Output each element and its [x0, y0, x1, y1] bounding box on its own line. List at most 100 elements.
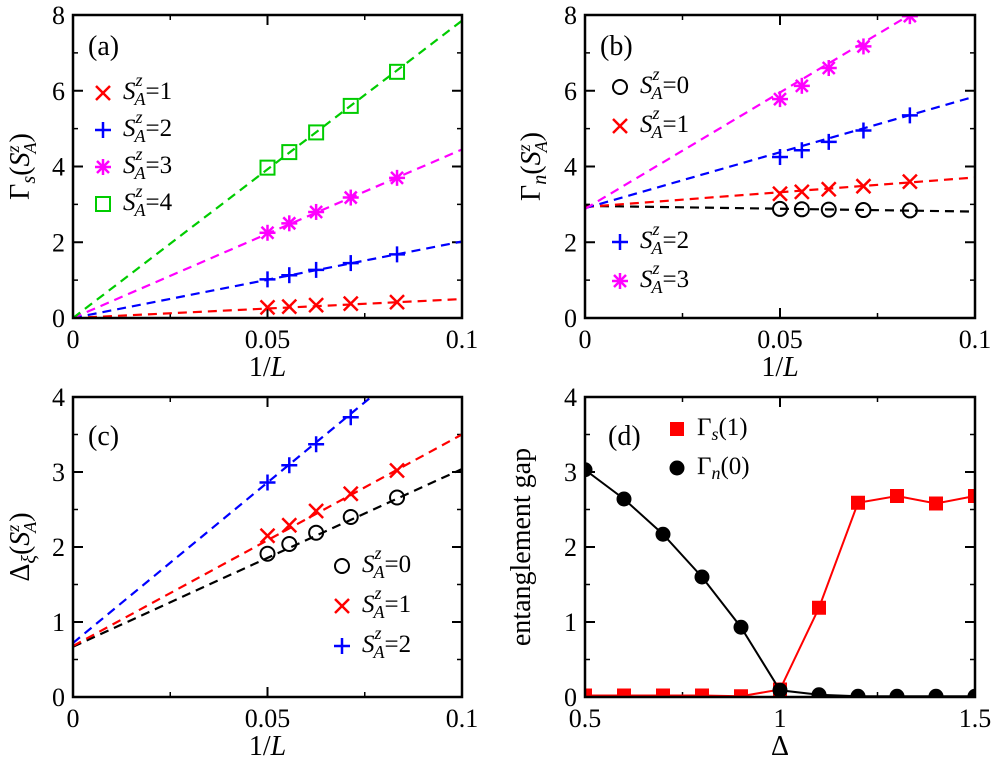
- y-axis-label: entanglement gap: [506, 448, 537, 646]
- data-point: [259, 159, 276, 176]
- series-1: [73, 467, 462, 648]
- series-line: [585, 494, 975, 697]
- data-point: [389, 462, 405, 479]
- legend-label: Sz A=3: [123, 144, 172, 183]
- y-tick-label: 2: [52, 533, 65, 562]
- legend: Sz A=0Sz A=1 Sz A=2Sz A=3: [612, 64, 689, 297]
- data-point: [281, 457, 298, 474]
- panel-label: (c): [88, 421, 119, 452]
- x-tick-label: 1: [774, 704, 787, 733]
- data-point: [342, 255, 359, 272]
- y-tick-label: 3: [564, 458, 577, 487]
- data-point: [308, 124, 325, 141]
- x-tick-label: 0: [579, 325, 592, 354]
- legend-label: Sz A=2: [362, 623, 411, 662]
- data-point: [259, 299, 276, 316]
- x-tick-label: 0.1: [446, 325, 479, 354]
- plot-frame: [583, 13, 977, 320]
- panel-b: 0 0.05 0.1 0 2 4 6 8 Sz A=0Sz A=1 Sz A=2Sz A=3 (b) Γn(S…: [514, 1, 991, 383]
- legend: Sz A=0Sz A=1Sz A=2: [334, 543, 411, 662]
- y-tick-label: 1: [564, 608, 577, 637]
- data-point: [793, 201, 810, 218]
- plot-frame: [583, 395, 977, 699]
- legend-marker: [95, 196, 111, 212]
- data-point: [259, 474, 276, 491]
- data-point: [259, 224, 276, 241]
- panel-c: 0 0.05 0.1 0 1 2 3 4 Sz A=0Sz A=1Sz A=2 (c) Δξ(SzA) 1/…: [3, 383, 478, 762]
- legend-marker: [670, 422, 684, 436]
- legend-marker: [612, 79, 628, 95]
- legend: Sz A=1Sz A=2Sz A=3Sz A=4: [95, 70, 173, 220]
- data-point: [389, 489, 406, 506]
- plot-area: [73, 397, 462, 648]
- x-tick-label: 0.05: [757, 325, 803, 354]
- fit-line: [73, 467, 462, 648]
- y-tick-label: 4: [564, 383, 577, 412]
- data-point: [695, 688, 709, 697]
- ticks: 0 0.05 0.1 0 2 4 6 8: [564, 1, 991, 354]
- data-point: [968, 489, 975, 503]
- data-point: [734, 689, 748, 697]
- plot-area: [73, 19, 462, 318]
- y-tick-label: 4: [564, 153, 577, 182]
- data-point: [281, 144, 298, 161]
- panel-d: 0.5 1 1.5 0 1 2 3 4 Γs(1) Γn(0) (d) entanglement ga…: [506, 383, 991, 762]
- legend-marker: [95, 159, 111, 175]
- series-1: [73, 294, 462, 318]
- plot-frame: [71, 13, 464, 320]
- data-point: [850, 688, 866, 697]
- x-axis-label: Δ: [771, 731, 789, 762]
- series-3: [585, 95, 975, 210]
- y-axis-label: Δξ(SzA): [3, 512, 40, 581]
- x-tick-label: 0.1: [959, 325, 992, 354]
- legend-marker: [334, 638, 350, 654]
- y-tick-label: 0: [564, 304, 577, 333]
- data-point: [820, 181, 837, 198]
- y-tick-label: 1: [52, 608, 65, 637]
- data-point: [281, 517, 298, 534]
- y-tick-label: 3: [52, 458, 65, 487]
- data-point: [929, 496, 943, 511]
- data-point: [342, 97, 359, 114]
- data-point: [811, 687, 827, 697]
- x-tick-label: 1.5: [959, 704, 992, 733]
- y-tick-label: 4: [52, 383, 65, 412]
- legend-label: Sz A=1: [362, 583, 411, 622]
- series-2: [73, 240, 462, 318]
- panel-a: 0 0.05 0.1 0 2 4 6 8 Sz A=1Sz A=2Sz A=3Sz A=4 (a) Γs(S…: [3, 1, 478, 383]
- series-1: [585, 489, 975, 697]
- y-tick-label: 6: [52, 77, 65, 106]
- legend-marker: [95, 85, 111, 101]
- legend-label: Sz A=2: [640, 219, 689, 258]
- y-tick-label: 8: [564, 1, 577, 30]
- series-2: [585, 462, 975, 697]
- y-tick-label: 8: [52, 1, 65, 30]
- legend-marker: [612, 234, 628, 250]
- data-point: [617, 688, 631, 697]
- ticks: 0.5 1 1.5 0 1 2 3 4: [564, 383, 991, 733]
- series-4: [73, 19, 462, 318]
- data-point: [967, 688, 975, 697]
- legend-label: Sz A=1: [640, 103, 689, 142]
- data-point: [656, 688, 670, 697]
- data-point: [820, 133, 837, 150]
- x-tick-label: 0: [67, 325, 80, 354]
- series-2: [73, 433, 462, 647]
- data-point: [308, 436, 325, 453]
- data-point: [855, 38, 872, 55]
- data-point: [259, 271, 276, 288]
- data-point: [793, 77, 810, 94]
- data-point: [901, 107, 918, 124]
- data-point: [733, 619, 749, 635]
- legend-label: Γs(1): [697, 414, 748, 444]
- panel-label: (d): [608, 421, 641, 452]
- data-point: [772, 200, 788, 217]
- y-tick-label: 0: [52, 304, 65, 333]
- x-tick-label: 0.05: [245, 325, 291, 354]
- series-line: [585, 468, 975, 697]
- data-point: [890, 489, 904, 503]
- data-point: [616, 491, 632, 507]
- plot-area: [585, 15, 975, 219]
- data-point: [342, 409, 359, 426]
